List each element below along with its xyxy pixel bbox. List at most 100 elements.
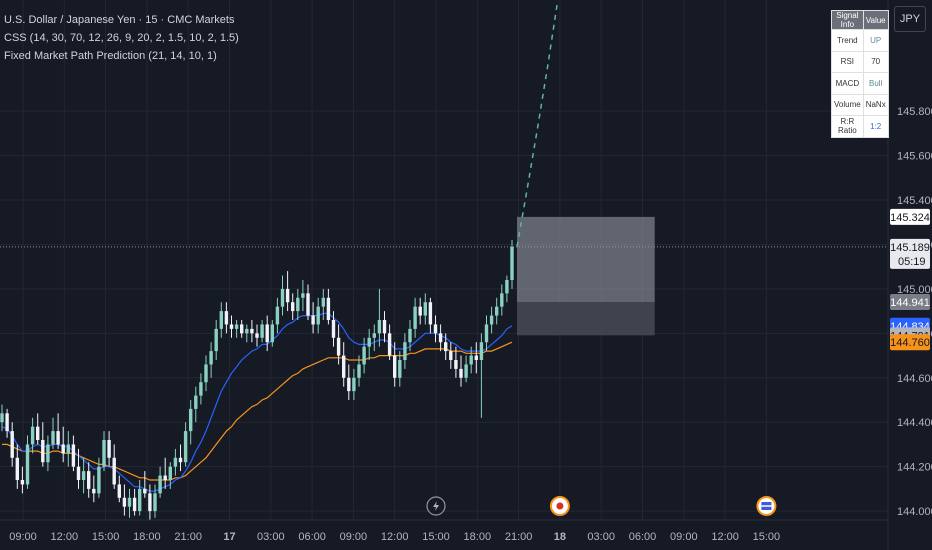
ema-fast-line [1, 312, 513, 492]
candle-body [510, 246, 514, 280]
x-tick-label: 15:00 [753, 531, 781, 543]
price-label-text: 144.941 [890, 297, 930, 309]
x-tick-label: 06:00 [629, 531, 657, 543]
price-label-box [890, 334, 930, 351]
currency-button[interactable]: JPY [894, 6, 926, 32]
candle-body [316, 306, 320, 325]
ema-slow-line [2, 341, 513, 481]
candle-body [418, 306, 422, 316]
x-tick-label: 09:00 [670, 531, 698, 543]
candle-body [138, 488, 142, 512]
candle-body [76, 466, 81, 480]
y-tick-label: 145.400 [897, 195, 932, 207]
record-dot-icon [556, 502, 564, 510]
signal-table-header-value: Value [862, 10, 889, 30]
candle-body [183, 431, 188, 463]
y-tick-label: 145.000 [897, 284, 932, 296]
x-tick-label: 17 [223, 531, 235, 543]
y-tick-label: 145.600 [897, 151, 932, 163]
legend-symbol[interactable]: U.S. Dollar / Japanese Yen · 15 · CMC Ma… [4, 14, 235, 26]
candle-body [285, 288, 290, 303]
candle-body [143, 488, 147, 494]
candle-body [357, 364, 361, 378]
candle-body [245, 328, 249, 334]
y-tick-label: 145.800 [897, 106, 932, 118]
x-tick-label: 21:00 [174, 531, 202, 543]
signal-value-macd: Bull [862, 72, 889, 95]
legend-indicator-css[interactable]: CSS (14, 30, 70, 12, 26, 9, 20, 2, 1.5, … [4, 32, 239, 44]
candle-body [148, 493, 152, 512]
candle-body [178, 457, 183, 463]
candle-body [265, 324, 269, 343]
candle-body [377, 320, 382, 334]
chart-legend: U.S. Dollar / Japanese Yen · 15 · CMC Ma… [4, 11, 239, 65]
candle-body [387, 333, 392, 356]
candle-body [331, 320, 336, 338]
signal-label-trend: Trend [831, 29, 864, 52]
x-tick-label: 15:00 [422, 531, 450, 543]
candle-body [214, 328, 218, 352]
signal-value-volume: NaNx [862, 93, 889, 116]
x-tick-label: 12:00 [381, 531, 409, 543]
candle-body [51, 431, 55, 445]
candle-body [444, 342, 448, 352]
candle-body [336, 337, 341, 356]
candle-body [270, 324, 274, 343]
candle-body [459, 368, 463, 378]
candle-body [393, 355, 397, 378]
candle-body [260, 324, 264, 338]
legend-indicator-prediction[interactable]: Fixed Market Path Prediction (21, 14, 10… [4, 50, 217, 62]
signal-value-trend: UP [862, 29, 889, 52]
candle-body [291, 302, 295, 312]
candle-body [301, 293, 305, 298]
x-tick-label: 15:00 [92, 531, 120, 543]
candle-body [326, 297, 331, 320]
candle-body [489, 315, 494, 325]
candle-body [81, 471, 86, 480]
candle-body [92, 488, 96, 494]
signal-info-table: Signal Info Value Trend UP RSI 70 MACD B… [831, 10, 889, 138]
price-label-box [890, 208, 930, 225]
candle-body [204, 364, 208, 383]
lightning-icon [433, 501, 439, 511]
candle-body [484, 324, 489, 343]
candle-body [428, 302, 433, 325]
candle-body [41, 440, 45, 463]
candle-body [127, 497, 132, 507]
signal-label-macd: MACD [831, 72, 864, 95]
y-tick-label: 144.400 [897, 417, 932, 429]
candle-body [56, 431, 60, 445]
x-tick-label: 21:00 [505, 531, 533, 543]
candle-body [117, 484, 121, 498]
price-label-text: 145.189 [890, 242, 930, 254]
candle-body [321, 297, 325, 307]
x-tick-label: 09:00 [340, 531, 368, 543]
y-tick-label: 144.200 [897, 462, 932, 474]
candle-body [255, 333, 259, 338]
candle-body [122, 497, 127, 507]
candle-body [311, 315, 315, 325]
x-tick-label: 18 [554, 531, 566, 543]
candle-body [413, 306, 417, 329]
candle-body [36, 426, 40, 440]
y-tick-label: 144.600 [897, 373, 932, 385]
candle-body [352, 377, 356, 392]
signal-label-rr-ratio: R:R Ratio [831, 115, 864, 138]
candle-body [474, 355, 478, 360]
candle-body [61, 444, 65, 454]
candle-body [15, 457, 19, 480]
candle-body [342, 355, 346, 378]
price-label-countdown: 05:19 [898, 256, 926, 268]
signal-value-rsi: 70 [862, 50, 889, 73]
candle-body [229, 324, 234, 329]
stop-zone-lower [517, 302, 655, 336]
candle-body [168, 466, 172, 480]
candle-body [275, 306, 280, 325]
candle-body [112, 457, 116, 485]
candle-body [199, 382, 203, 396]
candle-body [10, 431, 14, 458]
x-tick-label: 12:00 [51, 531, 79, 543]
candle-body [224, 311, 229, 325]
